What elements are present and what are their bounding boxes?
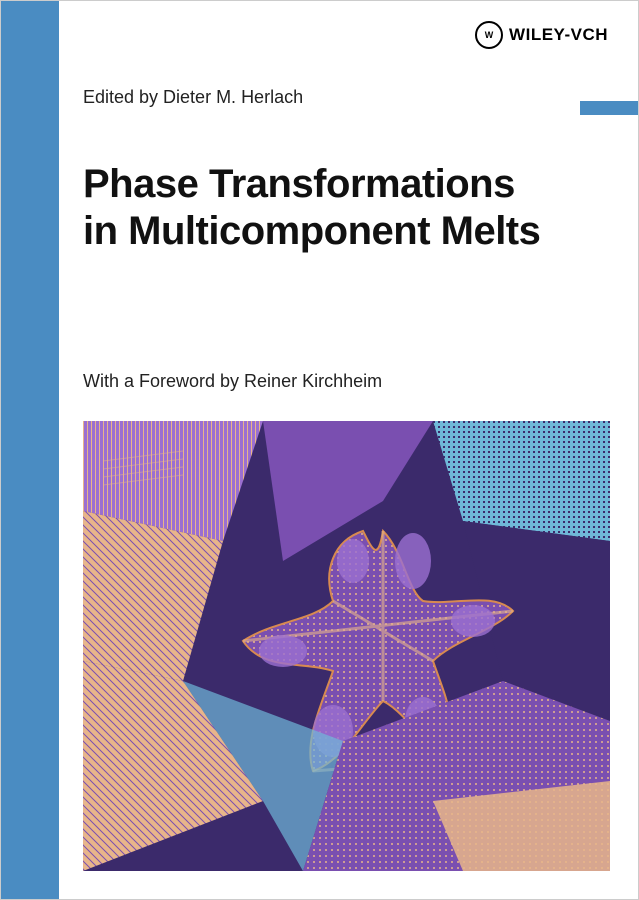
editor-line: Edited by Dieter M. Herlach [83,87,303,108]
right-blue-accent [580,101,638,115]
book-cover: W WILEY-VCH Edited by Dieter M. Herlach … [0,0,639,900]
left-blue-sidebar [1,1,59,899]
publisher-name: WILEY-VCH [509,25,608,45]
title-line-2: in Multicomponent Melts [83,208,540,255]
publisher-logo: W WILEY-VCH [475,21,608,49]
top-left-blue-block [1,1,59,59]
title-line-1: Phase Transformations [83,161,540,208]
foreword-line: With a Foreword by Reiner Kirchheim [83,371,382,392]
wiley-emblem-icon: W [475,21,503,49]
cover-art [83,421,610,871]
wiley-emblem-letter: W [485,30,494,40]
book-title: Phase Transformations in Multicomponent … [83,161,540,255]
